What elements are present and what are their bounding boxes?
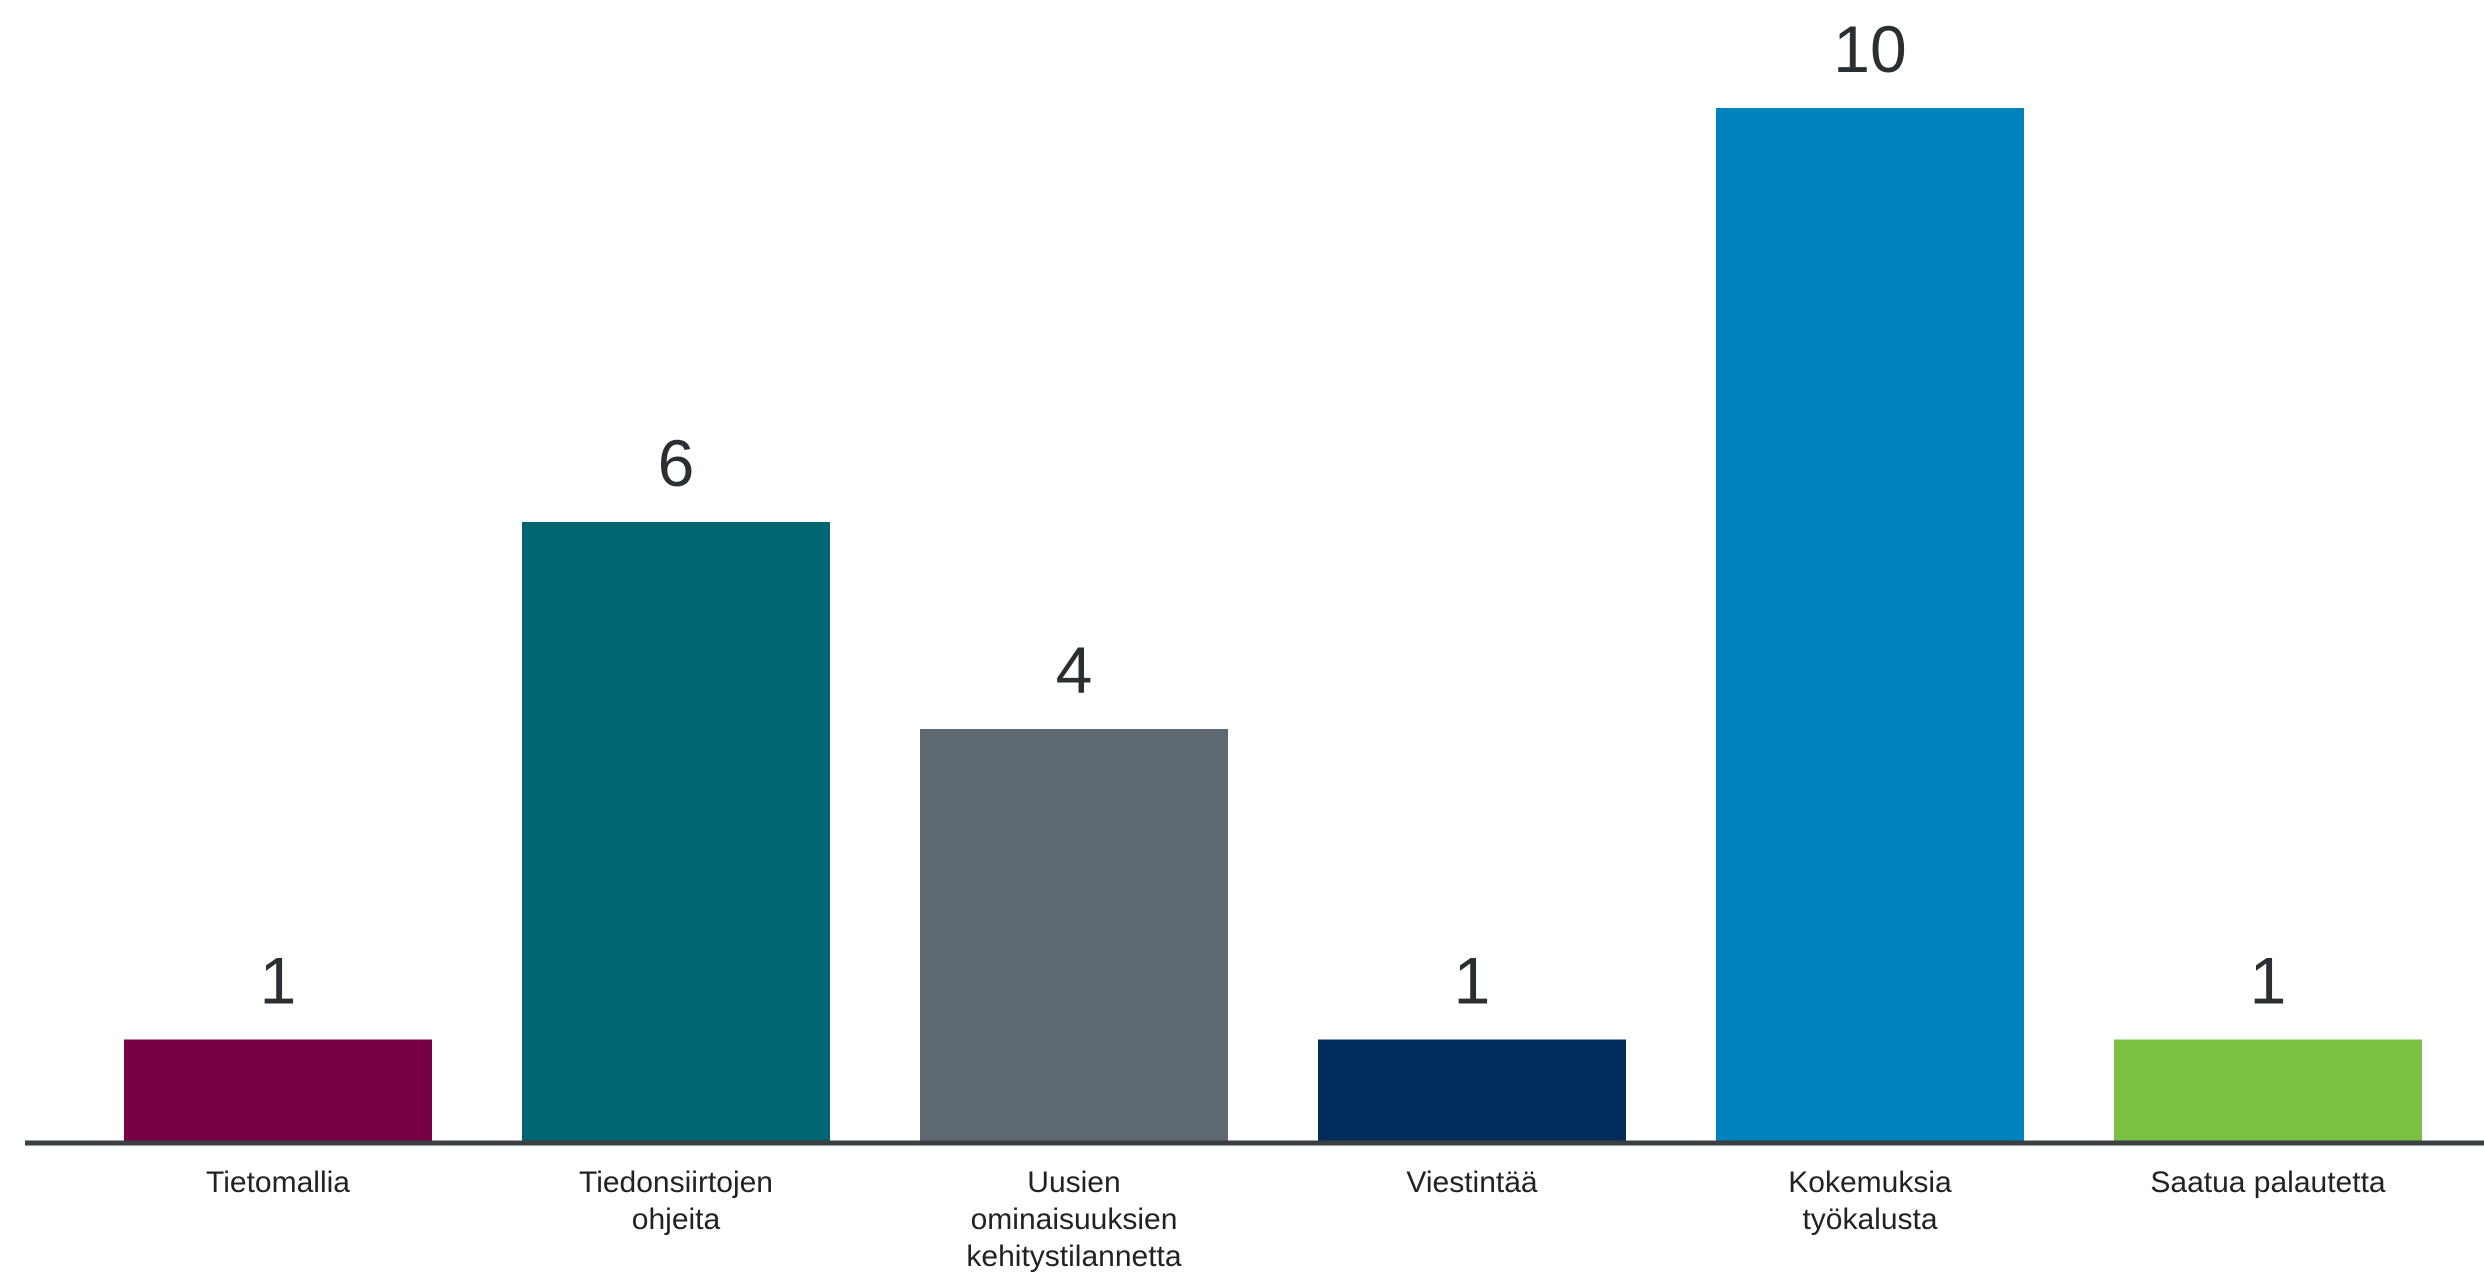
x-tick-label-line: Kokemuksia (1788, 1166, 1952, 1199)
x-tick-label-line: kehitystilannetta (966, 1240, 1181, 1273)
x-tick-label-line: Viestintää (1406, 1166, 1538, 1199)
data-label: 6 (658, 426, 695, 500)
bar (2114, 1039, 2422, 1143)
x-tick-label-line: ohjeita (632, 1203, 721, 1236)
x-tick-label-line: Uusien (1027, 1166, 1120, 1199)
x-tick-label: Tietomallia (206, 1166, 350, 1199)
x-tick-label-line: ominaisuuksien (971, 1203, 1178, 1236)
data-label: 4 (1056, 633, 1093, 707)
x-tick-label: Uusien ominaisuuksien kehitystilannetta (966, 1166, 1181, 1273)
bar (124, 1039, 432, 1143)
data-label: 1 (2250, 944, 2287, 1018)
x-tick-label-line: Tietomallia (206, 1166, 350, 1199)
x-tick-label: Saatua palautetta (2150, 1166, 2386, 1199)
x-tick-label-line: työkalusta (1802, 1203, 1937, 1236)
x-tick-label: Tiedonsiirtojen ohjeita (579, 1166, 773, 1236)
data-label: 1 (260, 944, 297, 1018)
data-label: 10 (1833, 12, 1906, 86)
x-tick-label: Kokemuksia työkalusta (1788, 1166, 1952, 1236)
bar (522, 522, 830, 1143)
data-label: 1 (1454, 944, 1491, 1018)
x-tick-label: Viestintää (1406, 1166, 1538, 1199)
x-tick-label-line: Tiedonsiirtojen (579, 1166, 773, 1199)
x-tick-label-line: Saatua palautetta (2150, 1166, 2386, 1199)
bar (1716, 108, 2024, 1143)
bar (920, 729, 1228, 1143)
bar (1318, 1039, 1626, 1143)
